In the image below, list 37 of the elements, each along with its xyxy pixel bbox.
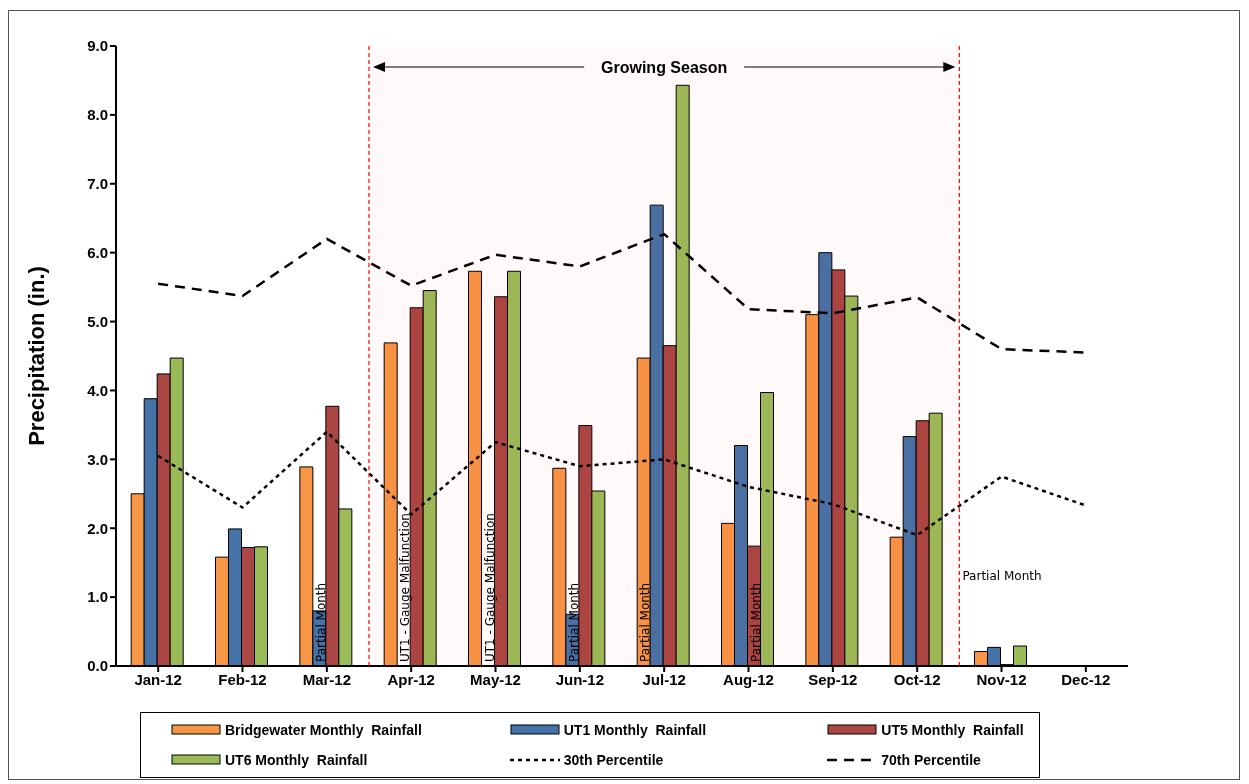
annotation: Partial Month — [962, 569, 1042, 583]
legend-label: UT5 Monthly Rainfall — [881, 722, 1024, 738]
x-tick-label: Apr-12 — [387, 670, 435, 688]
annotation: UT1 - Gauge Malfunction — [398, 513, 413, 662]
x-tick-label: Sep-12 — [808, 670, 858, 688]
y-axis-title: Precipitation (in.) — [23, 266, 49, 446]
x-tick-label: Feb-12 — [218, 670, 267, 688]
legend-label: UT6 Monthly Rainfall — [225, 752, 368, 768]
x-tick-label: Mar-12 — [302, 670, 352, 688]
annotation: Partial Month — [749, 582, 764, 662]
x-tick-label: May-12 — [470, 670, 521, 688]
y-tick-label: 4.0 — [87, 381, 108, 399]
x-tick-label: Dec-12 — [1061, 670, 1111, 688]
x-tick-label: Nov-12 — [976, 670, 1027, 688]
y-tick-label: 2.0 — [87, 519, 108, 537]
y-tick-label: 7.0 — [87, 175, 108, 193]
y-tick-label: 3.0 — [87, 450, 108, 468]
legend-label: Bridgewater Monthly Rainfall — [225, 722, 422, 738]
legend-label: 70th Percentile — [881, 752, 981, 768]
annotation: Partial Month — [637, 582, 652, 662]
x-tick-label: Oct-12 — [893, 670, 941, 688]
y-tick-label: 9.0 — [87, 37, 108, 55]
x-tick-label: Aug-12 — [723, 670, 774, 688]
y-tick-label: 1.0 — [87, 588, 108, 606]
legend-label: UT1 Monthly Rainfall — [563, 722, 707, 738]
annotation: UT1 - Gauge Malfunction — [482, 513, 497, 662]
x-tick-label: Jun-12 — [555, 670, 605, 688]
y-tick-label: 8.0 — [87, 106, 108, 124]
legend-label: 30th Percentile — [563, 752, 664, 768]
y-tick-label: 6.0 — [87, 243, 108, 261]
band-label: Growing Season — [601, 59, 728, 76]
annotation: Partial Month — [567, 582, 582, 662]
y-tick-label: 0.0 — [87, 657, 108, 675]
x-tick-label: Jul-12 — [642, 670, 686, 688]
annotation: Partial Month — [314, 582, 329, 662]
y-tick-label: 5.0 — [87, 312, 108, 330]
x-tick-label: Jan-12 — [134, 670, 182, 688]
